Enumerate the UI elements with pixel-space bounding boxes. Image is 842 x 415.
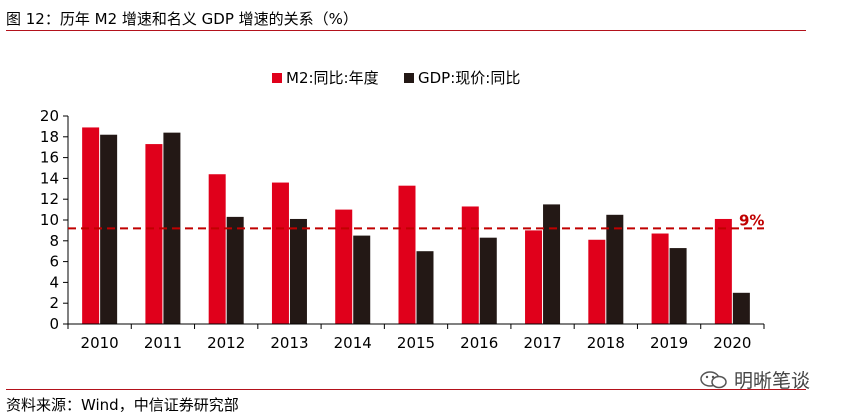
watermark-text: 明晰笔谈 (734, 370, 811, 392)
y-tick-label: 20 (40, 107, 59, 125)
wechat-icon (700, 371, 727, 389)
bar-gdp (732, 292, 750, 324)
y-tick-label: 10 (40, 211, 59, 229)
reference-line-group: 9% (68, 211, 764, 230)
y-tick-label: 2 (49, 294, 59, 312)
title-rule (6, 30, 806, 31)
y-tick-label: 12 (40, 190, 59, 208)
x-tick-label: 2014 (334, 334, 372, 352)
chart-title: 图 12：历年 M2 增速和名义 GDP 增速的关系（%） (6, 10, 358, 28)
x-tick-label: 2013 (270, 334, 308, 352)
x-tick-label: 2018 (587, 334, 625, 352)
legend-label-gdp: GDP:现价:同比 (418, 69, 520, 87)
bar-gdp (226, 216, 244, 324)
bar-gdp (669, 248, 687, 324)
bar-gdp (353, 235, 371, 324)
legend-swatch-gdp (404, 73, 414, 83)
reference-line-label: 9% (739, 211, 764, 229)
y-axis: 0 2 4 6 8 10 12 14 16 18 20 (40, 107, 69, 333)
bar-gdp (606, 214, 624, 324)
bar-m2 (588, 239, 606, 324)
bar-m2 (714, 218, 732, 324)
bar-m2 (145, 144, 163, 324)
x-tick-label: 2010 (81, 334, 119, 352)
bars (82, 127, 750, 324)
x-tick-label: 2012 (207, 334, 245, 352)
bar-m2 (208, 174, 226, 324)
bar-gdp (543, 204, 561, 324)
bar-m2 (461, 206, 479, 324)
x-tick-label: 2019 (650, 334, 688, 352)
y-tick-label: 18 (40, 128, 59, 146)
legend-swatch-m2 (272, 73, 282, 83)
y-tick-label: 4 (49, 273, 59, 291)
y-tick-label: 8 (49, 232, 59, 250)
legend-label-m2: M2:同比:年度 (286, 69, 379, 87)
source-note: 资料来源：Wind，中信证券研究部 (6, 396, 239, 414)
bar-m2 (271, 182, 289, 324)
watermark: 明晰笔谈 (700, 366, 810, 393)
x-tick-label: 2015 (397, 334, 435, 352)
y-tick-label: 16 (40, 149, 59, 167)
bar-gdp (289, 218, 307, 324)
bar-m2 (651, 233, 669, 324)
bar-m2 (398, 185, 416, 324)
y-tick-label: 6 (49, 253, 59, 271)
y-tick-label: 14 (40, 169, 59, 187)
bar-gdp (163, 132, 181, 324)
bar-gdp (100, 134, 118, 324)
bar-m2 (525, 230, 543, 324)
bar-m2 (335, 209, 353, 324)
x-tick-label: 2016 (460, 334, 498, 352)
bar-gdp (416, 251, 434, 324)
x-axis: 2010 2011 2012 2013 2014 2015 2016 2017 2018 2019… (67, 323, 765, 352)
x-tick-label: 2020 (713, 334, 751, 352)
bar-gdp (479, 237, 497, 324)
bar-m2 (82, 127, 100, 324)
x-tick-label: 2017 (523, 334, 561, 352)
x-tick-label: 2011 (144, 334, 182, 352)
y-tick-label: 0 (49, 315, 59, 333)
footer-rule (6, 389, 806, 390)
chart-legend: M2:同比:年度 GDP:现价:同比 (272, 69, 520, 87)
